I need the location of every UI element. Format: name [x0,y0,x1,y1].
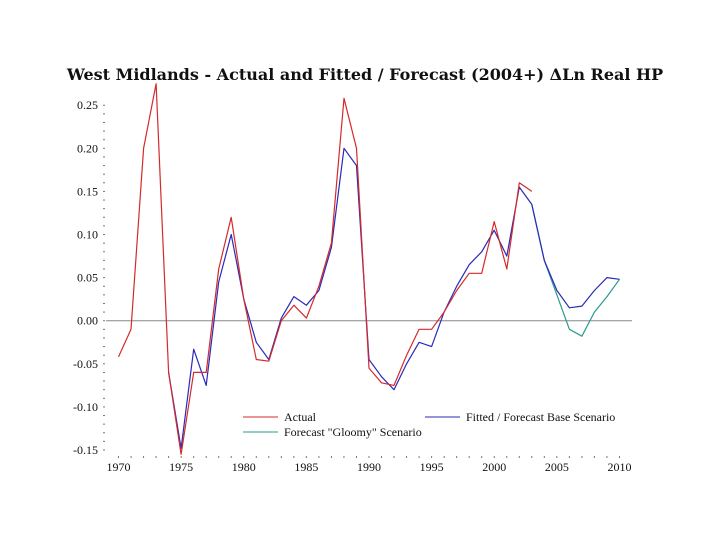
y-tick-label: 0.20 [77,141,98,155]
series-gloomy-line [531,204,620,337]
y-tick-label: -0.10 [73,400,98,414]
series-fitted-line [168,147,620,449]
x-tick-label: 2010 [607,460,631,474]
x-axis: 1970 1975 1980 1985 1990 1995 2000 2005 2010 [107,456,631,474]
legend-label-fitted: Fitted / Forecast Base Scenario [466,410,615,424]
y-axis: -0.15 -0.10 -0.05 0.00 0.05 0.10 0.15 0.20 0.25 [73,98,105,457]
x-tick-label: 2000 [482,460,506,474]
legend-label-gloomy: Forecast "Gloomy" Scenario [284,425,422,439]
y-tick-label: 0.00 [77,314,98,328]
y-tick-label: -0.05 [73,357,98,371]
x-tick-label: 1975 [169,460,193,474]
x-tick-label: 2005 [545,460,569,474]
x-tick-label: 1970 [107,460,131,474]
series-actual-line [117,83,533,455]
legend: Actual Fitted / Forecast Base Scenario F… [243,410,615,439]
y-tick-label: 0.05 [77,271,98,285]
x-tick-label: 1990 [357,460,381,474]
chart-title: West Midlands - Actual and Fitted / Fore… [66,65,663,84]
x-tick-label: 1980 [232,460,256,474]
y-tick-label: -0.15 [73,443,98,457]
y-tick-label: 0.15 [77,184,98,198]
x-tick-label: 1985 [294,460,318,474]
x-tick-label: 1995 [420,460,444,474]
legend-label-actual: Actual [284,410,317,424]
y-tick-label: 0.10 [77,228,98,242]
series-group [117,83,620,455]
y-tick-label: 0.25 [77,98,98,112]
